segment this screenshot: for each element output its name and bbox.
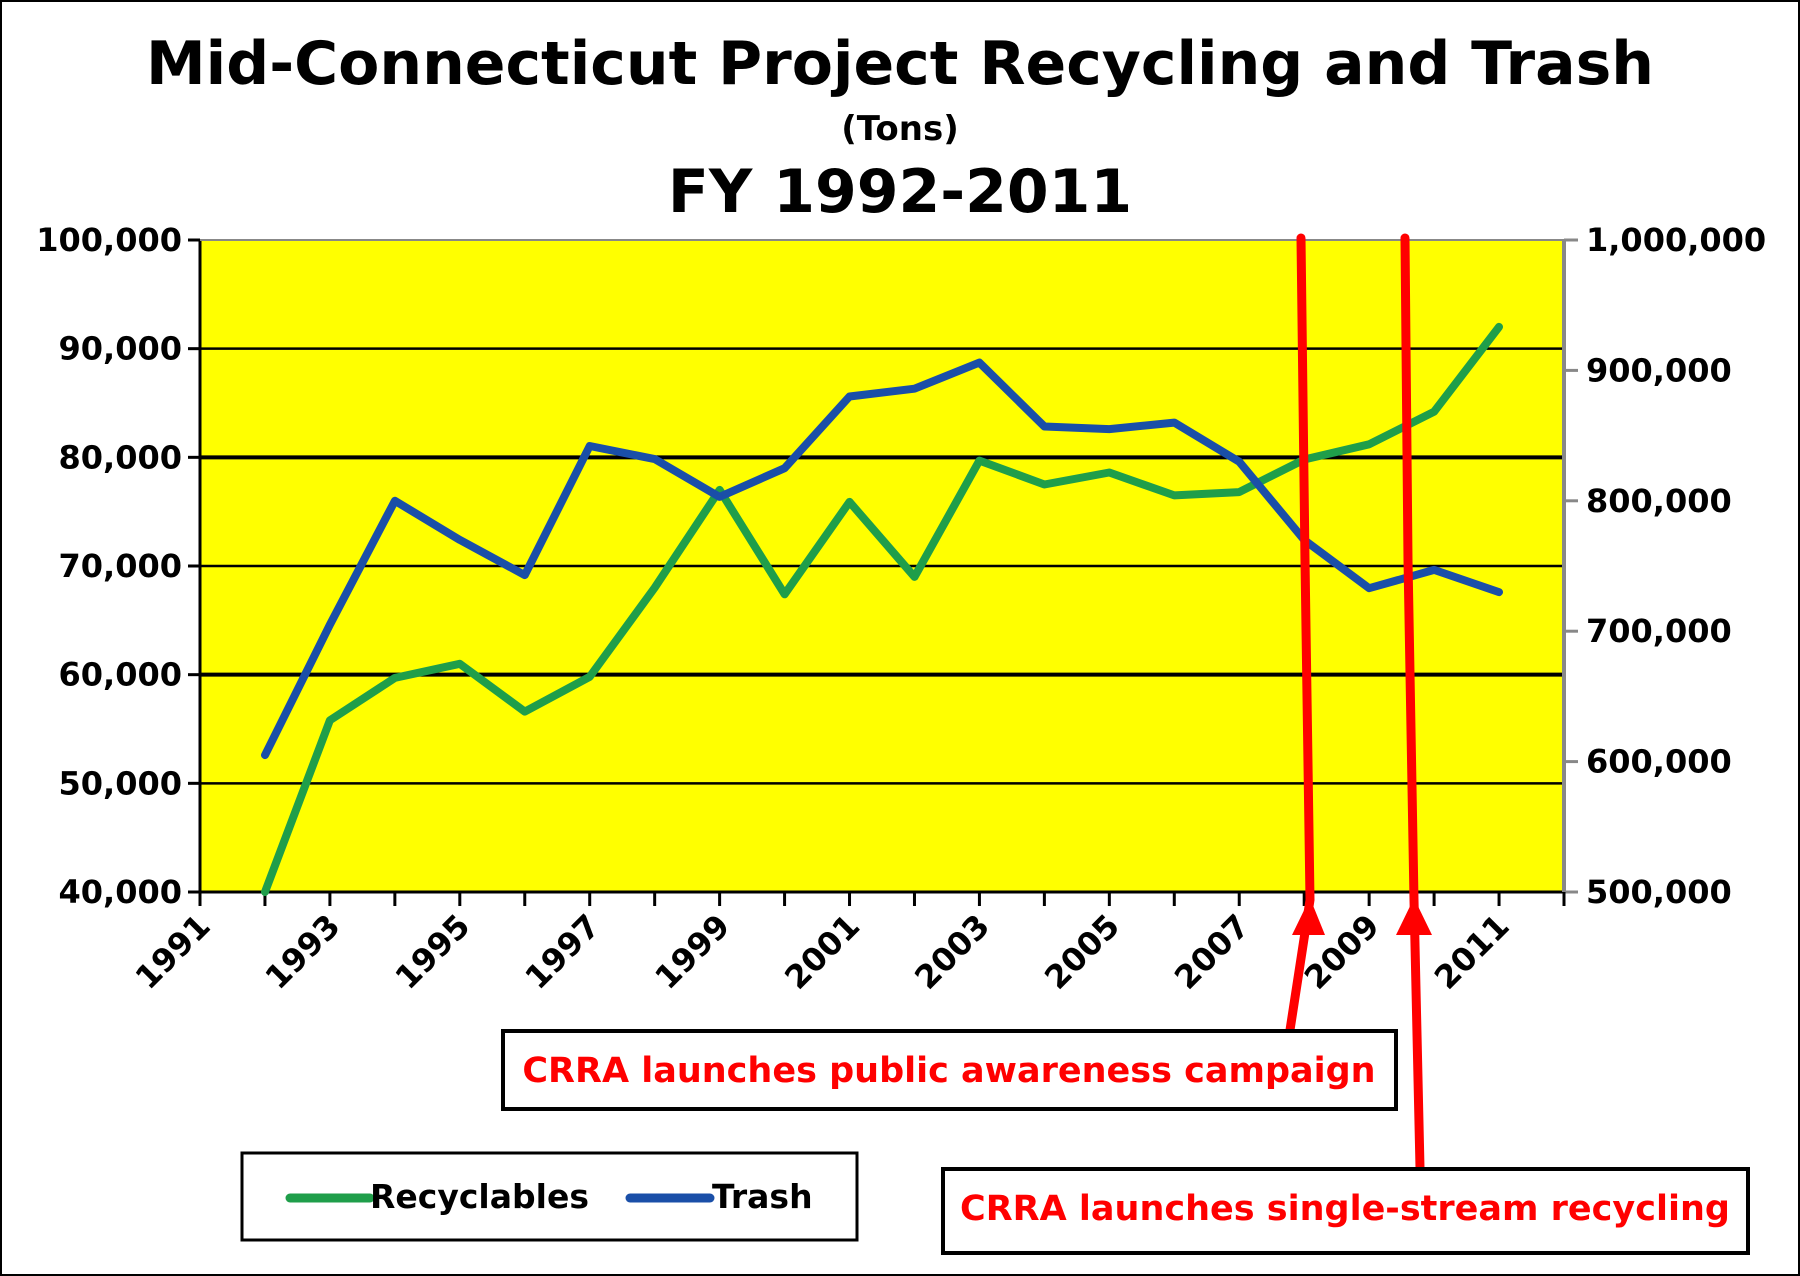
data-point-trash [1106, 426, 1113, 433]
data-point-trash [976, 359, 983, 366]
data-point-recyclables [846, 498, 853, 505]
data-point-trash [261, 752, 268, 759]
data-point-recyclables [326, 717, 333, 724]
annotation-box-single-stream [941, 1167, 1750, 1255]
data-point-recyclables [1431, 408, 1438, 415]
annotation-text-single-stream: CRRA launches single-stream recycling [960, 1189, 1730, 1229]
data-point-trash [846, 393, 853, 400]
legend-label-trash: Trash [712, 1177, 813, 1216]
data-point-recyclables [781, 591, 788, 598]
x-tick-label: 1997 [518, 907, 608, 997]
annotation-box-awareness [501, 1029, 1398, 1111]
data-point-trash [1236, 458, 1243, 465]
left-tick-label: 80,000 [59, 438, 182, 476]
chart-title: Mid-Connecticut Project Recycling and Tr… [146, 29, 1654, 99]
data-point-recyclables [1236, 489, 1243, 496]
data-point-recyclables [261, 889, 268, 895]
data-point-trash [1496, 589, 1503, 596]
chart-subtitle: (Tons) [841, 109, 959, 149]
right-tick-label: 900,000 [1586, 351, 1732, 389]
data-point-recyclables [1041, 481, 1048, 488]
right-tick-label: 1,000,000 [1586, 221, 1766, 259]
annotation-line-awareness [1285, 233, 1315, 1035]
annotation-line-single-stream [1400, 233, 1425, 1173]
x-tick-label: 1995 [388, 907, 478, 997]
x-axis-ticks: 1991 1993 1995 1997 1999 2001 2003 2005 2007 2009… [128, 892, 1566, 997]
annotation-arrow-awareness [1292, 898, 1325, 935]
x-tick-label: 2007 [1167, 907, 1257, 997]
data-point-trash [1366, 585, 1373, 592]
data-point-trash [781, 465, 788, 472]
left-axis-ticks: 40,000 50,000 60,000 70,000 80,000 90,000 100,… [36, 221, 200, 911]
data-point-recyclables [976, 457, 983, 464]
annotation-text-awareness: CRRA launches public awareness campaign [522, 1051, 1375, 1091]
x-tick-label: 2001 [777, 907, 867, 997]
left-tick-label: 40,000 [59, 873, 182, 911]
series-line-trash [261, 358, 1503, 760]
data-point-recyclables [586, 673, 593, 680]
right-tick-label: 700,000 [1586, 612, 1732, 650]
data-point-recyclables [521, 708, 528, 715]
right-axis-ticks: 500,000 600,000 700,000 800,000 900,000 1,000… [1564, 221, 1766, 911]
left-tick-label: 90,000 [59, 330, 182, 368]
series-lines [261, 322, 1503, 896]
chart-title-years: FY 1992-2011 [668, 157, 1132, 227]
data-point-recyclables [1496, 323, 1503, 330]
annotation-lines [1285, 233, 1432, 1173]
x-tick-label: 1991 [128, 907, 218, 997]
annotation-arrow-single-stream [1396, 898, 1432, 935]
data-point-recyclables [456, 660, 463, 667]
data-point-trash [911, 385, 918, 392]
series-line-recyclables [261, 322, 1503, 896]
left-tick-label: 70,000 [59, 547, 182, 585]
data-point-trash [651, 456, 658, 463]
x-tick-label: 2011 [1427, 907, 1517, 997]
data-point-recyclables [911, 573, 918, 580]
data-point-trash [391, 497, 398, 504]
data-point-trash [1041, 423, 1048, 430]
x-tick-label: 1999 [647, 907, 737, 997]
left-tick-label: 50,000 [59, 764, 182, 802]
right-tick-label: 800,000 [1586, 482, 1732, 520]
data-point-recyclables [1106, 469, 1113, 476]
right-tick-label: 600,000 [1586, 743, 1732, 781]
x-tick-label: 2005 [1037, 907, 1127, 997]
data-point-trash [521, 572, 528, 579]
left-tick-label: 100,000 [36, 221, 182, 259]
data-point-trash [586, 443, 593, 450]
data-point-recyclables [651, 584, 658, 591]
x-tick-label: 1993 [258, 907, 348, 997]
legend-label-recyclables: Recyclables [370, 1177, 589, 1216]
x-tick-label: 2003 [907, 907, 997, 997]
right-tick-label: 500,000 [1586, 873, 1732, 911]
data-point-recyclables [391, 674, 398, 681]
data-point-trash [1431, 566, 1438, 573]
data-point-recyclables [1366, 441, 1373, 448]
data-point-trash [716, 493, 723, 500]
data-point-trash [456, 536, 463, 543]
left-tick-label: 60,000 [59, 656, 182, 694]
data-point-trash [1171, 419, 1178, 426]
data-point-trash [326, 621, 333, 628]
data-point-recyclables [1171, 492, 1178, 499]
